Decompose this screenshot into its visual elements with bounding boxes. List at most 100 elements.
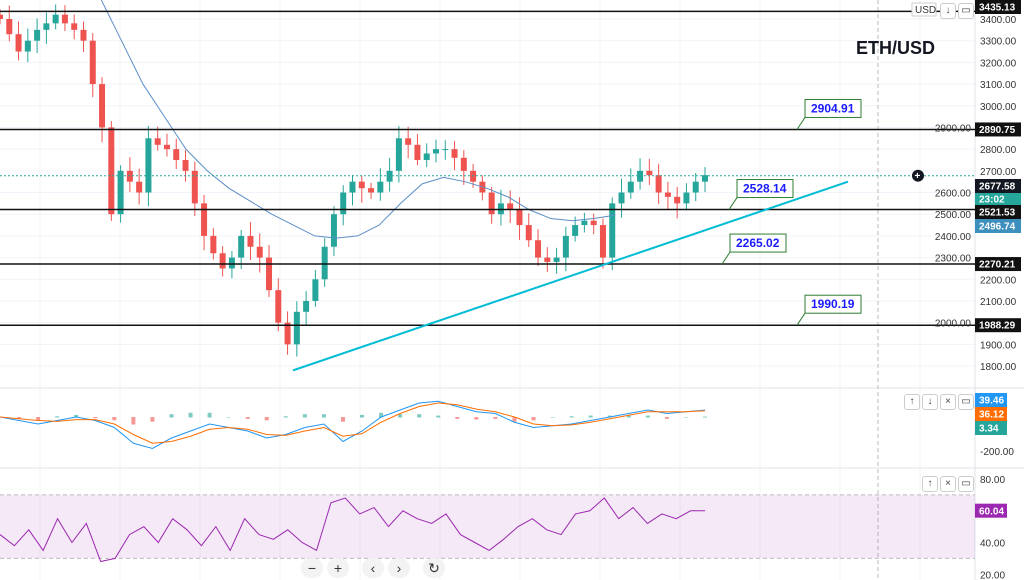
close-icon[interactable]: ×: [940, 394, 956, 410]
price-tick-label: 1800.00: [980, 362, 1017, 373]
move-down-icon[interactable]: ↓: [922, 394, 938, 410]
candle-body: [692, 181, 699, 193]
candle-body: [627, 181, 634, 193]
reset-button[interactable]: ↻: [423, 558, 445, 578]
candle-body: [377, 181, 384, 193]
price-tick-label: 3400.00: [980, 15, 1017, 26]
candle-body: [470, 170, 477, 182]
candle-body: [108, 127, 115, 215]
candle-body: [432, 149, 439, 154]
moving-average-line: [100, 0, 616, 239]
candle-body: [386, 170, 393, 182]
candle-body: [340, 192, 347, 215]
macd-histogram-bar: [398, 414, 403, 418]
maximize-icon[interactable]: ▭: [958, 476, 974, 492]
candle-body: [358, 181, 365, 189]
callout-pointer: [796, 312, 806, 326]
price-tick-label: 2100.00: [980, 297, 1017, 308]
candle-body: [525, 225, 532, 241]
callout-pointer: [728, 197, 738, 210]
currency-label: USD: [915, 5, 936, 16]
candle-body: [145, 138, 152, 193]
macd-histogram-bar: [588, 415, 593, 418]
level-callout: [804, 294, 862, 314]
price-tick-label: 3200.00: [980, 58, 1017, 69]
maximize-icon[interactable]: ▭: [958, 394, 974, 410]
price-tick-label: 2500.00: [935, 210, 972, 221]
candle-body: [553, 257, 560, 262]
macd-histogram-bar: [321, 414, 326, 418]
move-up-icon[interactable]: ↑: [904, 394, 920, 410]
candle-body: [312, 279, 319, 301]
candle-body: [637, 170, 644, 182]
chart-title: ETH/USD: [856, 38, 936, 58]
zoom-in-button[interactable]: +: [327, 558, 349, 578]
candle-body: [544, 257, 551, 262]
candle-body: [609, 203, 616, 258]
level-callout-text: 2904.91: [811, 101, 855, 115]
macd-histogram-bar: [17, 417, 22, 419]
rsi-tick-label: 80.00: [980, 475, 1005, 486]
candle-body: [117, 170, 124, 215]
candle-body: [488, 192, 495, 215]
price-tick-label: 1900.00: [980, 340, 1017, 351]
candle-body: [590, 220, 597, 226]
macd-histogram-bar: [531, 417, 536, 421]
candle-body: [154, 138, 161, 145]
candle-body: [423, 153, 430, 160]
add-alert-icon: +: [915, 171, 921, 182]
candle-body: [368, 188, 375, 193]
close-icon[interactable]: ×: [940, 476, 956, 492]
candle-body: [80, 29, 87, 41]
macd-histogram-bar: [36, 417, 41, 421]
macd-histogram-bar: [417, 414, 422, 418]
price-level-tag: [975, 0, 1021, 14]
countdown-tag-text: 23:02: [979, 195, 1005, 206]
candle-body: [507, 203, 514, 210]
candle-body: [163, 144, 170, 150]
candle-body: [562, 235, 569, 258]
scroll-right-button[interactable]: ›: [388, 558, 410, 578]
candle-body: [256, 246, 263, 258]
candle-body: [71, 23, 78, 30]
macd-histogram-bar: [340, 417, 345, 422]
signal-line: [0, 402, 706, 444]
macd-histogram-bar: [683, 417, 688, 418]
price-tick-label: 2700.00: [980, 167, 1017, 178]
move-down-icon[interactable]: ↓: [940, 3, 956, 19]
macd-histogram-bar: [112, 417, 117, 421]
candle-body: [702, 175, 708, 182]
maximize-icon[interactable]: ▭: [958, 3, 974, 19]
candle-body: [228, 257, 235, 269]
macd-histogram-bar: [379, 412, 384, 418]
currency-label-box: [911, 2, 937, 17]
move-up-icon[interactable]: ↑: [922, 476, 938, 492]
last-price-tag-text: 2677.58: [979, 182, 1016, 193]
candle-body: [535, 240, 542, 258]
ma-value-tag-text: 2496.74: [979, 222, 1016, 233]
macd-histogram-bar: [455, 417, 460, 419]
macd-histogram-bar: [703, 416, 707, 418]
rsi-value: 60.04: [979, 507, 1004, 518]
macd-histogram-bar: [264, 417, 269, 421]
candle-body: [191, 170, 198, 204]
candle-body: [136, 181, 143, 193]
level-callout-text: 2265.02: [736, 236, 780, 250]
candle-body: [99, 84, 106, 128]
macd-histogram-bar: [626, 415, 631, 418]
price-level-tag-text: 1988.29: [979, 321, 1016, 332]
candle-body: [210, 235, 217, 254]
candle-body: [182, 159, 189, 171]
zoom-out-button[interactable]: −: [301, 558, 323, 578]
candle-body: [618, 192, 625, 204]
macd-histogram-bar: [207, 412, 212, 418]
scroll-left-button[interactable]: ‹: [362, 558, 384, 578]
macd-histogram-bar: [169, 414, 174, 418]
candle-body: [52, 14, 59, 24]
macd-value: 36.12: [979, 410, 1004, 421]
candle-body: [683, 192, 690, 204]
rsi-line: [0, 497, 705, 563]
rsi-tick-label: 20.00: [980, 570, 1005, 580]
price-level-tag-text: 2521.53: [979, 208, 1016, 219]
